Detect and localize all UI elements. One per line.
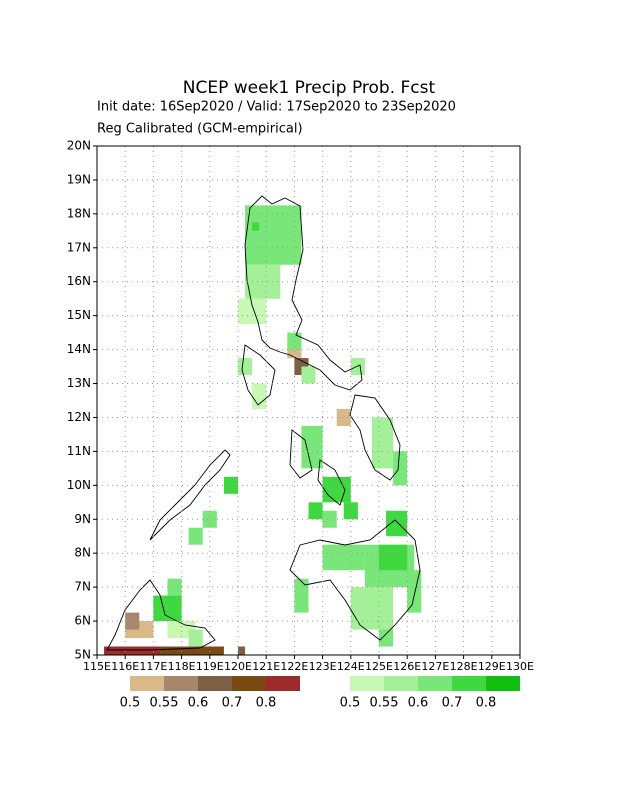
colorbar-label: 0.8 (476, 696, 497, 711)
prob-cell (407, 570, 422, 613)
colorbar-label: 0.6 (408, 696, 429, 711)
prob-cell (379, 629, 394, 647)
colorbar-swatch (198, 676, 232, 691)
prob-cell (336, 408, 351, 426)
prob-cell (301, 425, 323, 469)
y-tick-label: 15N (67, 308, 91, 322)
prob-cell (238, 358, 253, 376)
prob-cell (379, 544, 408, 571)
y-tick-label: 14N (67, 342, 91, 356)
prob-cell (252, 383, 267, 409)
prob-cell (188, 629, 203, 647)
x-tick-label: 122E (280, 660, 308, 673)
y-tick-label: 11N (67, 444, 91, 458)
prob-cell (393, 451, 408, 486)
prob-cell (153, 595, 182, 622)
y-tick-label: 16N (67, 274, 91, 288)
x-tick-label: 125E (365, 660, 393, 673)
prob-cell (350, 358, 365, 376)
prob-cell (160, 646, 224, 655)
y-tick-label: 10N (67, 478, 91, 492)
x-tick-label: 115E (83, 660, 111, 673)
x-tick-label: 129E (478, 660, 506, 673)
colorbar-swatch (232, 676, 266, 691)
x-tick-label: 120E (224, 660, 252, 673)
y-tick-label: 17N (67, 240, 91, 254)
prob-cell (252, 222, 260, 231)
prob-cell (238, 298, 267, 325)
prob-cell (202, 510, 217, 528)
colorbar-label: 0.7 (222, 696, 243, 711)
prob-cell (386, 510, 408, 537)
colorbar-swatch (384, 676, 418, 691)
x-tick-label: 127E (421, 660, 449, 673)
y-tick-label: 8N (74, 546, 91, 560)
prob-cell (322, 544, 365, 571)
colorbar-swatch (418, 676, 452, 691)
colorbar-label: 0.55 (150, 696, 179, 711)
prob-cell (245, 205, 302, 265)
x-tick-label: 128E (450, 660, 478, 673)
title: NCEP week1 Precip Prob. Fcst (183, 78, 436, 98)
prob-cell (322, 510, 337, 528)
prob-cell (223, 476, 238, 494)
prob-cell (322, 476, 351, 503)
colorbar-label: 0.55 (370, 696, 399, 711)
y-tick-label: 20N (67, 139, 91, 153)
coastline (106, 195, 421, 651)
prob-cell (343, 502, 358, 520)
subtitle: Init date: 16Sep2020 / Valid: 17Sep2020 … (97, 100, 456, 115)
prob-cell (238, 646, 246, 655)
y-tick-label: 13N (67, 376, 91, 390)
colorbar-label: 0.5 (120, 696, 141, 711)
colorbar-label: 0.7 (442, 696, 463, 711)
colorbar-swatch (130, 676, 164, 691)
prob-cell (188, 527, 203, 545)
y-tick-label: 19N (67, 172, 91, 186)
colorbar-swatch (266, 676, 300, 691)
colorbar-label: 0.8 (256, 696, 277, 711)
prob-cell (301, 366, 316, 384)
y-tick-label: 12N (67, 410, 91, 424)
colorbar-swatch (486, 676, 520, 691)
prob-cell (167, 578, 182, 596)
prob-cell (294, 578, 309, 613)
x-tick-label: 124E (337, 660, 365, 673)
x-tick-label: 130E (506, 660, 534, 673)
cells (104, 205, 422, 655)
x-tick-label: 126E (393, 660, 421, 673)
y-tick-label: 5N (74, 648, 91, 662)
x-tick-label: 121E (252, 660, 280, 673)
colorbar-swatch (452, 676, 486, 691)
prob-cell (350, 587, 394, 630)
prob-cell (104, 646, 161, 655)
y-tick-label: 18N (67, 206, 91, 220)
colorbar-swatch (164, 676, 198, 691)
y-tick-label: 9N (74, 512, 91, 526)
prob-cell (308, 502, 323, 520)
prob-cell (371, 417, 394, 469)
plot-frame (96, 145, 521, 656)
colorbar-label: 0.5 (340, 696, 361, 711)
y-tick-label: 7N (74, 580, 91, 594)
y-tick-label: 6N (74, 614, 91, 628)
colorbar-label: 0.6 (188, 696, 209, 711)
x-tick-label: 123E (309, 660, 337, 673)
note: Reg Calibrated (GCM-empirical) (97, 122, 303, 137)
x-tick-label: 118E (168, 660, 196, 673)
x-tick-label: 117E (139, 660, 167, 673)
x-tick-label: 116E (111, 660, 139, 673)
colorbar-swatch (350, 676, 384, 691)
x-tick-label: 119E (196, 660, 224, 673)
